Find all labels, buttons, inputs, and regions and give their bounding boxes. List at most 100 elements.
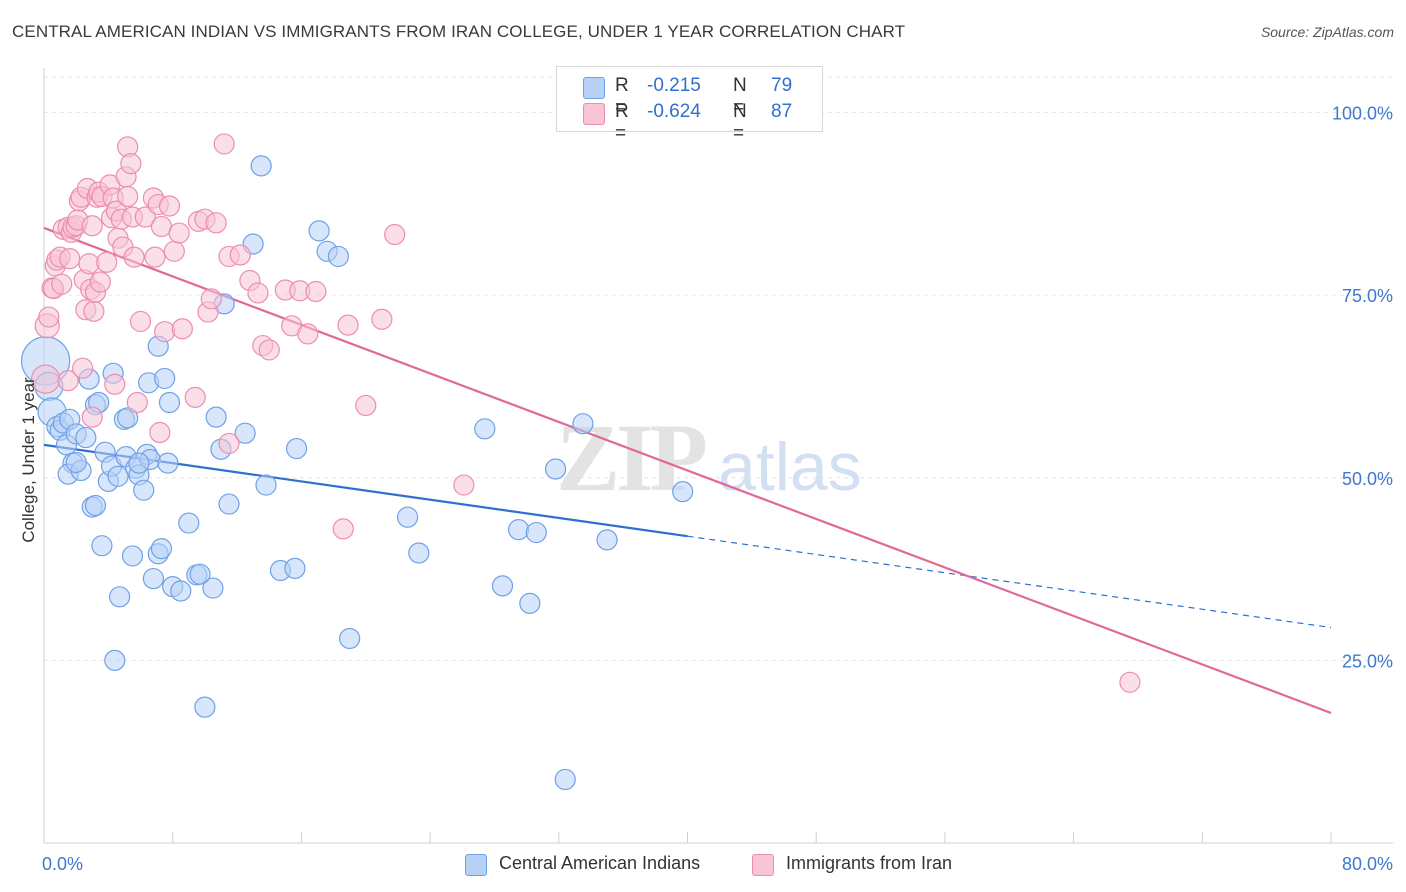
- bottom-legend-label: Immigrants from Iran: [786, 853, 953, 873]
- trend-lines: [43, 226, 1332, 715]
- scatter-point: [75, 426, 97, 449]
- scatter-point: [218, 432, 240, 455]
- scatter-point: [491, 575, 514, 597]
- scatter-point: [158, 391, 181, 414]
- scatter-point: [247, 282, 269, 304]
- bottom-legend-label: Central American Indians: [499, 853, 701, 873]
- scatter-point: [596, 529, 618, 551]
- scatter-point: [184, 386, 206, 409]
- scatter-point: [205, 212, 227, 234]
- scatter-point: [213, 133, 235, 155]
- scatter-point: [572, 413, 594, 435]
- scatter-point: [149, 421, 171, 444]
- scatter-point: [519, 592, 541, 615]
- scatter-point: [72, 357, 94, 379]
- scatter-point: [120, 153, 142, 175]
- scatter-point: [337, 314, 359, 336]
- scatter-point: [285, 437, 308, 460]
- scatter-point: [544, 458, 567, 480]
- scatter-point: [474, 418, 496, 440]
- scatter-point: [104, 649, 126, 671]
- scatter-point: [117, 407, 139, 429]
- scatter-point: [168, 222, 190, 244]
- scatter-point: [129, 310, 152, 333]
- y-tick-label: 75.0%: [1342, 286, 1393, 306]
- scatter-point: [157, 452, 179, 474]
- scatter-point: [89, 271, 111, 293]
- scatter-point: [65, 451, 87, 474]
- y-tick-label: 25.0%: [1342, 651, 1393, 671]
- scatter-point: [107, 465, 129, 487]
- y-tick-label: 100.0%: [1332, 104, 1393, 124]
- scatter-point: [104, 373, 126, 395]
- scatter-point: [171, 318, 193, 340]
- scatter-point: [189, 563, 211, 585]
- scatter-point: [229, 244, 251, 266]
- scatter-point: [83, 300, 105, 322]
- scatter-point: [305, 280, 327, 303]
- scatter-point: [144, 246, 166, 268]
- scatter-point: [142, 567, 164, 590]
- scatter-point: [38, 306, 60, 328]
- legend-swatch-pink: [583, 103, 605, 125]
- scatter-point: [332, 518, 354, 540]
- scatter-point: [128, 452, 150, 474]
- y-axis-label: College, Under 1 year: [19, 377, 38, 543]
- scatter-point: [396, 506, 419, 528]
- source-label: Source: ZipAtlas.com: [1260, 24, 1394, 40]
- legend-r-label: R =: [615, 101, 629, 144]
- scatter-point: [126, 391, 148, 414]
- legend-r-value: -0.215: [647, 75, 701, 96]
- scatter-point: [121, 545, 144, 567]
- scatter-point: [170, 580, 192, 602]
- scatter-point: [507, 519, 530, 541]
- scatter-point: [339, 627, 361, 650]
- bottom-legend-swatch-blue: [465, 854, 487, 876]
- scatter-point: [525, 521, 547, 544]
- scatter-point: [154, 367, 176, 390]
- legend-n-label: N =: [733, 101, 747, 144]
- scatter-point: [234, 422, 256, 444]
- scatter-point: [123, 246, 145, 268]
- legend-n-label: N =: [733, 75, 747, 118]
- scatter-point: [163, 240, 185, 262]
- scatter-point: [194, 696, 216, 718]
- scatter-point: [202, 577, 224, 599]
- scatter-point: [150, 538, 173, 560]
- correlation-legend: R = -0.215 N = 79 R = -0.624 N = 87: [556, 66, 823, 144]
- scatter-point: [158, 195, 181, 217]
- bottom-legend-swatch-pink: [752, 854, 774, 876]
- scatter-point: [1119, 671, 1141, 693]
- scatter-point: [453, 474, 475, 496]
- scatter-point: [250, 155, 272, 177]
- scatter-point: [200, 288, 222, 310]
- series-immigrants-from-iran: [31, 133, 1141, 693]
- watermark-atlas: atlas: [718, 429, 862, 505]
- data-points: [21, 133, 1141, 791]
- legend-n-value: 79: [771, 75, 793, 96]
- scatter-point: [150, 215, 173, 238]
- tick-labels: 25.0% 50.0% 75.0% 100.0% 0.0% 80.0%: [42, 104, 1393, 874]
- scatter-point: [672, 481, 694, 503]
- scatter-point: [81, 406, 103, 428]
- scatter-point: [284, 557, 306, 579]
- trend-line-extension: [687, 535, 1332, 629]
- scatter-point: [371, 308, 393, 330]
- scatter-point: [255, 474, 277, 496]
- trend-line-iran: [43, 226, 1332, 715]
- scatter-point: [84, 494, 107, 517]
- scatter-point: [81, 215, 103, 237]
- legend-swatch-blue: [583, 77, 605, 99]
- scatter-point: [109, 586, 131, 608]
- chart-title: CENTRAL AMERICAN INDIAN VS IMMIGRANTS FR…: [12, 22, 906, 41]
- scatter-point: [51, 273, 73, 295]
- legend-n-value: 87: [771, 101, 793, 122]
- scatter-point: [96, 251, 118, 273]
- scatter-point: [205, 406, 227, 428]
- scatter-point: [218, 493, 240, 515]
- scatter-point: [134, 206, 156, 228]
- scatter-point: [117, 185, 139, 208]
- grid: [44, 76, 1393, 661]
- scatter-point: [327, 245, 350, 268]
